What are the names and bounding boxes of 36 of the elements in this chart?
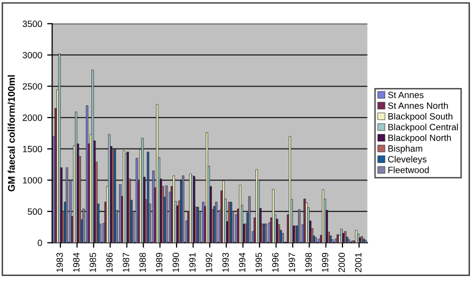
x-tick-label: 1994: [238, 252, 246, 272]
x-tick-label: 1995: [256, 252, 262, 272]
x-tick-label: 1996: [272, 252, 279, 272]
y-tick-label: 3500: [22, 20, 42, 28]
legend-label: Cleveleys: [388, 156, 426, 164]
legend-label: Bispham: [388, 145, 422, 154]
y-tick-label: 1500: [23, 146, 42, 152]
legend-label: St Annes North: [388, 102, 448, 109]
y-tick-label: 500: [28, 208, 42, 215]
x-tick-label: 1984: [73, 252, 80, 272]
x-tick-label: 2000: [338, 252, 345, 272]
x-tick-label: 1983: [56, 252, 63, 272]
x-tick-label: 1990: [172, 252, 179, 272]
x-tick-label: 1986: [106, 252, 113, 272]
legend-label: St Annes: [388, 92, 424, 98]
x-tick-label: 1989: [156, 252, 162, 272]
x-tick-label: 1997: [288, 252, 296, 272]
legend-label: Blackpool North: [388, 134, 451, 143]
x-tick-label: 2001: [355, 252, 362, 272]
x-tick-label: 1988: [139, 252, 146, 272]
legend-label: Blackpool Central: [388, 124, 458, 132]
y-tick-label: 1000: [23, 177, 42, 184]
x-tick-label: 1993: [222, 252, 229, 272]
y-tick-label: 0: [38, 240, 42, 246]
y-tick-label: 2000: [22, 114, 42, 121]
y-tick-label: 3000: [22, 52, 42, 58]
y-tick-label: 2500: [22, 83, 42, 90]
y-axis-title: GM faecal coliform/100ml: [8, 75, 15, 192]
legend-label: Blackpool South: [388, 112, 452, 122]
x-tick-label: 1992: [206, 252, 212, 272]
x-tick-label: 1985: [90, 252, 96, 272]
x-tick-label: 1987: [122, 252, 130, 272]
x-tick-label: 1999: [322, 252, 328, 272]
x-tick-label: 1991: [189, 252, 196, 272]
legend-label: Fleetwood: [388, 166, 429, 174]
x-tick-label: 1998: [305, 252, 312, 272]
